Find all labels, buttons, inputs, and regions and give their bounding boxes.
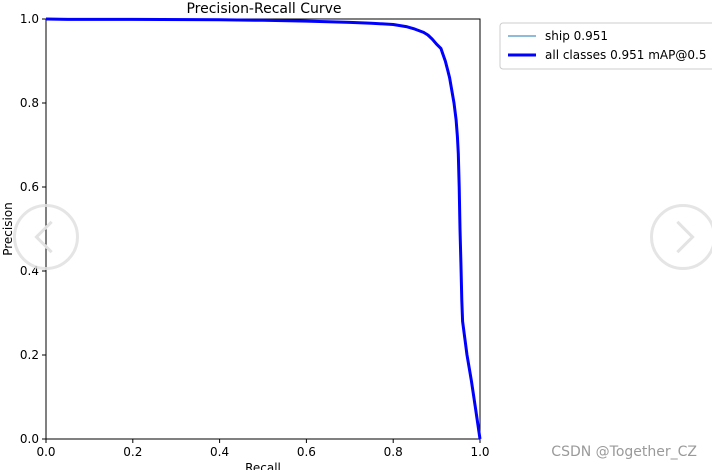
series-line	[45, 18, 481, 440]
legend-frame	[499, 22, 712, 70]
x-tick-label: 0.0	[36, 445, 55, 459]
legend-label: all classes 0.951 mAP@0.5	[545, 48, 706, 62]
y-axis-label: Precision	[1, 202, 15, 256]
watermark: CSDN @Together_CZ	[551, 444, 697, 460]
y-tick-label: 0.2	[20, 348, 39, 362]
previous-arrow-icon[interactable]	[13, 204, 79, 270]
x-tick-label: 0.8	[384, 445, 403, 459]
plot-area	[45, 17, 482, 440]
y-axis: 0.00.20.40.60.81.0	[20, 12, 46, 446]
legend-label: ship 0.951	[545, 29, 608, 43]
x-axis: 0.0 0.2 0.4 0.6 0.8 1.0	[36, 439, 490, 459]
series-group	[45, 17, 482, 440]
legend: ship 0.951 all classes 0.951 mAP@0.5	[499, 22, 712, 70]
y-tick-label: 0.8	[20, 96, 39, 110]
next-arrow-icon[interactable]	[650, 204, 712, 270]
chart-title: Precision-Recall Curve	[186, 1, 341, 17]
y-tick-label: 0.6	[20, 180, 39, 194]
x-tick-label: 0.6	[297, 445, 316, 459]
x-tick-label: 0.4	[210, 445, 229, 459]
series-line	[45, 17, 482, 440]
y-tick-label: 0.0	[20, 432, 39, 446]
x-tick-label: 1.0	[470, 445, 489, 459]
x-tick-label: 0.2	[123, 445, 142, 459]
x-axis-label: Recall	[245, 461, 281, 470]
plot-frame	[45, 18, 481, 440]
y-tick-label: 1.0	[20, 12, 39, 26]
